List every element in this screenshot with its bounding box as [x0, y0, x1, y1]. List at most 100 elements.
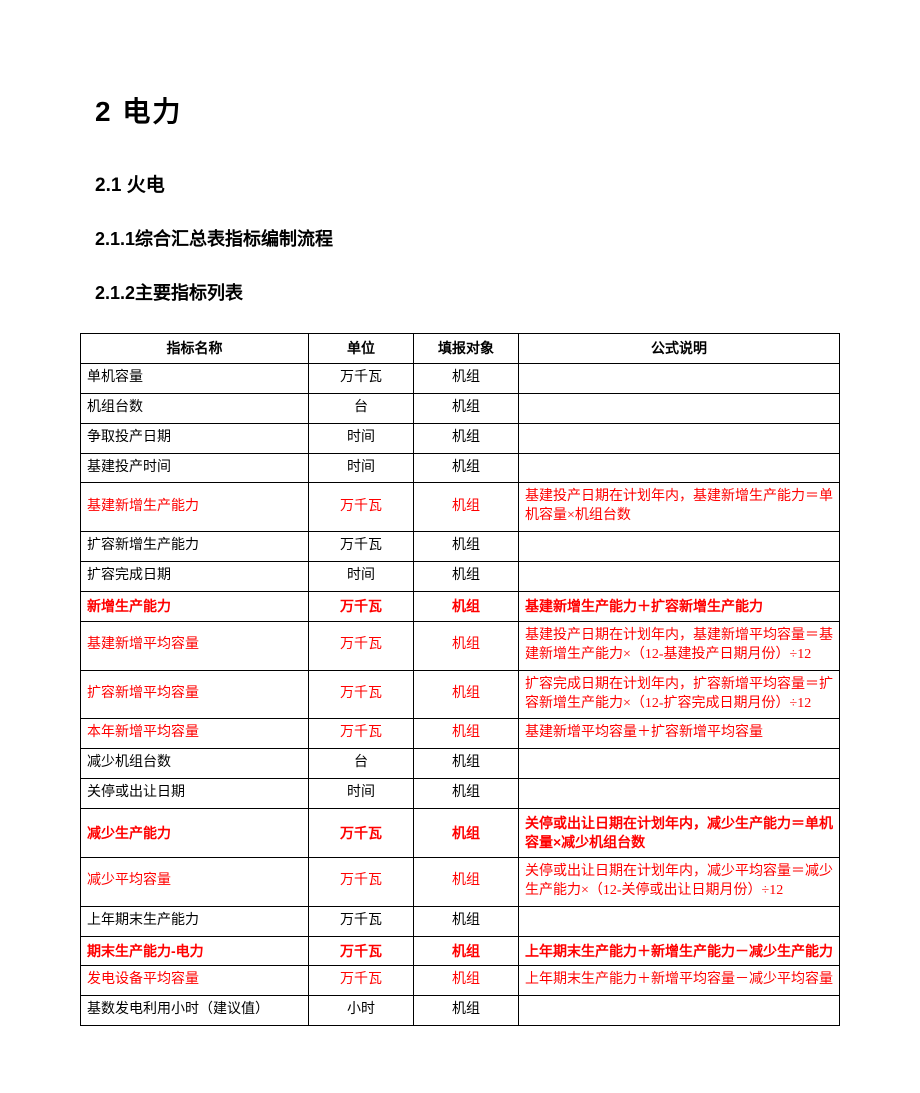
- table-row: 机组台数台机组: [81, 393, 840, 423]
- cell-formula: [519, 996, 840, 1026]
- heading-1: 2 电力: [95, 90, 840, 130]
- cell-name: 减少平均容量: [81, 857, 309, 906]
- cell-name: 期末生产能力-电力: [81, 936, 309, 966]
- heading-3b: 2.1.2主要指标列表: [95, 279, 840, 305]
- cell-formula: 基建投产日期在计划年内，基建新增平均容量＝基建新增生产能力×（12-基建投产日期…: [519, 621, 840, 670]
- cell-unit: 时间: [309, 562, 414, 592]
- table-body: 单机容量万千瓦机组机组台数台机组争取投产日期时间机组基建投产时间时间机组基建新增…: [81, 363, 840, 1025]
- col-header-formula: 公式说明: [519, 334, 840, 364]
- cell-target: 机组: [414, 809, 519, 858]
- cell-name: 基建投产时间: [81, 453, 309, 483]
- cell-unit: 万千瓦: [309, 719, 414, 749]
- cell-unit: 万千瓦: [309, 936, 414, 966]
- cell-name: 扩容新增生产能力: [81, 532, 309, 562]
- cell-formula: 扩容完成日期在计划年内，扩容新增平均容量＝扩容新增生产能力×（12-扩容完成日期…: [519, 670, 840, 719]
- cell-target: 机组: [414, 966, 519, 996]
- cell-unit: 时间: [309, 779, 414, 809]
- cell-target: 机组: [414, 592, 519, 622]
- cell-formula: 关停或出让日期在计划年内，减少平均容量＝减少生产能力×（12-关停或出让日期月份…: [519, 857, 840, 906]
- cell-name: 关停或出让日期: [81, 779, 309, 809]
- cell-name: 上年期末生产能力: [81, 906, 309, 936]
- cell-unit: 小时: [309, 996, 414, 1026]
- cell-formula: [519, 423, 840, 453]
- cell-unit: 万千瓦: [309, 532, 414, 562]
- table-row: 基建投产时间时间机组: [81, 453, 840, 483]
- cell-name: 本年新增平均容量: [81, 719, 309, 749]
- table-row: 本年新增平均容量万千瓦机组基建新增平均容量＋扩容新增平均容量: [81, 719, 840, 749]
- cell-name: 单机容量: [81, 363, 309, 393]
- table-row: 新增生产能力万千瓦机组基建新增生产能力＋扩容新增生产能力: [81, 592, 840, 622]
- cell-name: 减少生产能力: [81, 809, 309, 858]
- table-row: 单机容量万千瓦机组: [81, 363, 840, 393]
- cell-target: 机组: [414, 483, 519, 532]
- table-row: 基建新增生产能力万千瓦机组基建投产日期在计划年内，基建新增生产能力＝单机容量×机…: [81, 483, 840, 532]
- page: 2 电力 2.1 火电 2.1.1综合汇总表指标编制流程 2.1.2主要指标列表…: [0, 0, 920, 1066]
- cell-unit: 时间: [309, 423, 414, 453]
- cell-unit: 万千瓦: [309, 621, 414, 670]
- cell-target: 机组: [414, 670, 519, 719]
- col-header-unit: 单位: [309, 334, 414, 364]
- cell-target: 机组: [414, 621, 519, 670]
- cell-target: 机组: [414, 423, 519, 453]
- cell-name: 扩容完成日期: [81, 562, 309, 592]
- cell-target: 机组: [414, 906, 519, 936]
- cell-formula: 基建新增生产能力＋扩容新增生产能力: [519, 592, 840, 622]
- col-header-target: 填报对象: [414, 334, 519, 364]
- heading-3a: 2.1.1综合汇总表指标编制流程: [95, 225, 840, 251]
- table-row: 减少平均容量万千瓦机组关停或出让日期在计划年内，减少平均容量＝减少生产能力×（1…: [81, 857, 840, 906]
- table-header-row: 指标名称 单位 填报对象 公式说明: [81, 334, 840, 364]
- indicator-table: 指标名称 单位 填报对象 公式说明 单机容量万千瓦机组机组台数台机组争取投产日期…: [80, 333, 840, 1026]
- cell-target: 机组: [414, 453, 519, 483]
- cell-target: 机组: [414, 562, 519, 592]
- cell-target: 机组: [414, 996, 519, 1026]
- cell-formula: 基建新增平均容量＋扩容新增平均容量: [519, 719, 840, 749]
- cell-target: 机组: [414, 363, 519, 393]
- cell-formula: 上年期末生产能力＋新增生产能力－减少生产能力: [519, 936, 840, 966]
- cell-formula: [519, 779, 840, 809]
- col-header-name: 指标名称: [81, 334, 309, 364]
- cell-unit: 台: [309, 749, 414, 779]
- cell-formula: [519, 393, 840, 423]
- cell-target: 机组: [414, 936, 519, 966]
- cell-unit: 万千瓦: [309, 966, 414, 996]
- table-row: 关停或出让日期时间机组: [81, 779, 840, 809]
- cell-formula: [519, 532, 840, 562]
- cell-target: 机组: [414, 393, 519, 423]
- table-row: 扩容完成日期时间机组: [81, 562, 840, 592]
- cell-target: 机组: [414, 779, 519, 809]
- table-row: 扩容新增生产能力万千瓦机组: [81, 532, 840, 562]
- cell-name: 基数发电利用小时（建议值）: [81, 996, 309, 1026]
- cell-target: 机组: [414, 749, 519, 779]
- table-row: 发电设备平均容量万千瓦机组上年期末生产能力＋新增平均容量－减少平均容量: [81, 966, 840, 996]
- cell-formula: [519, 749, 840, 779]
- cell-name: 新增生产能力: [81, 592, 309, 622]
- cell-name: 发电设备平均容量: [81, 966, 309, 996]
- cell-formula: 上年期末生产能力＋新增平均容量－减少平均容量: [519, 966, 840, 996]
- cell-target: 机组: [414, 719, 519, 749]
- table-row: 基数发电利用小时（建议值）小时机组: [81, 996, 840, 1026]
- cell-formula: [519, 363, 840, 393]
- cell-unit: 万千瓦: [309, 483, 414, 532]
- heading-2: 2.1 火电: [95, 170, 840, 197]
- cell-unit: 时间: [309, 453, 414, 483]
- table-row: 争取投产日期时间机组: [81, 423, 840, 453]
- cell-name: 扩容新增平均容量: [81, 670, 309, 719]
- cell-unit: 万千瓦: [309, 809, 414, 858]
- cell-target: 机组: [414, 857, 519, 906]
- cell-formula: 关停或出让日期在计划年内，减少生产能力＝单机容量×减少机组台数: [519, 809, 840, 858]
- table-row: 减少生产能力万千瓦机组关停或出让日期在计划年内，减少生产能力＝单机容量×减少机组…: [81, 809, 840, 858]
- cell-unit: 台: [309, 393, 414, 423]
- table-row: 扩容新增平均容量万千瓦机组扩容完成日期在计划年内，扩容新增平均容量＝扩容新增生产…: [81, 670, 840, 719]
- cell-unit: 万千瓦: [309, 592, 414, 622]
- cell-formula: [519, 562, 840, 592]
- cell-target: 机组: [414, 532, 519, 562]
- cell-name: 基建新增生产能力: [81, 483, 309, 532]
- cell-unit: 万千瓦: [309, 857, 414, 906]
- cell-name: 争取投产日期: [81, 423, 309, 453]
- cell-name: 机组台数: [81, 393, 309, 423]
- cell-unit: 万千瓦: [309, 670, 414, 719]
- table-row: 减少机组台数台机组: [81, 749, 840, 779]
- cell-name: 基建新增平均容量: [81, 621, 309, 670]
- table-row: 基建新增平均容量万千瓦机组基建投产日期在计划年内，基建新增平均容量＝基建新增生产…: [81, 621, 840, 670]
- cell-formula: [519, 906, 840, 936]
